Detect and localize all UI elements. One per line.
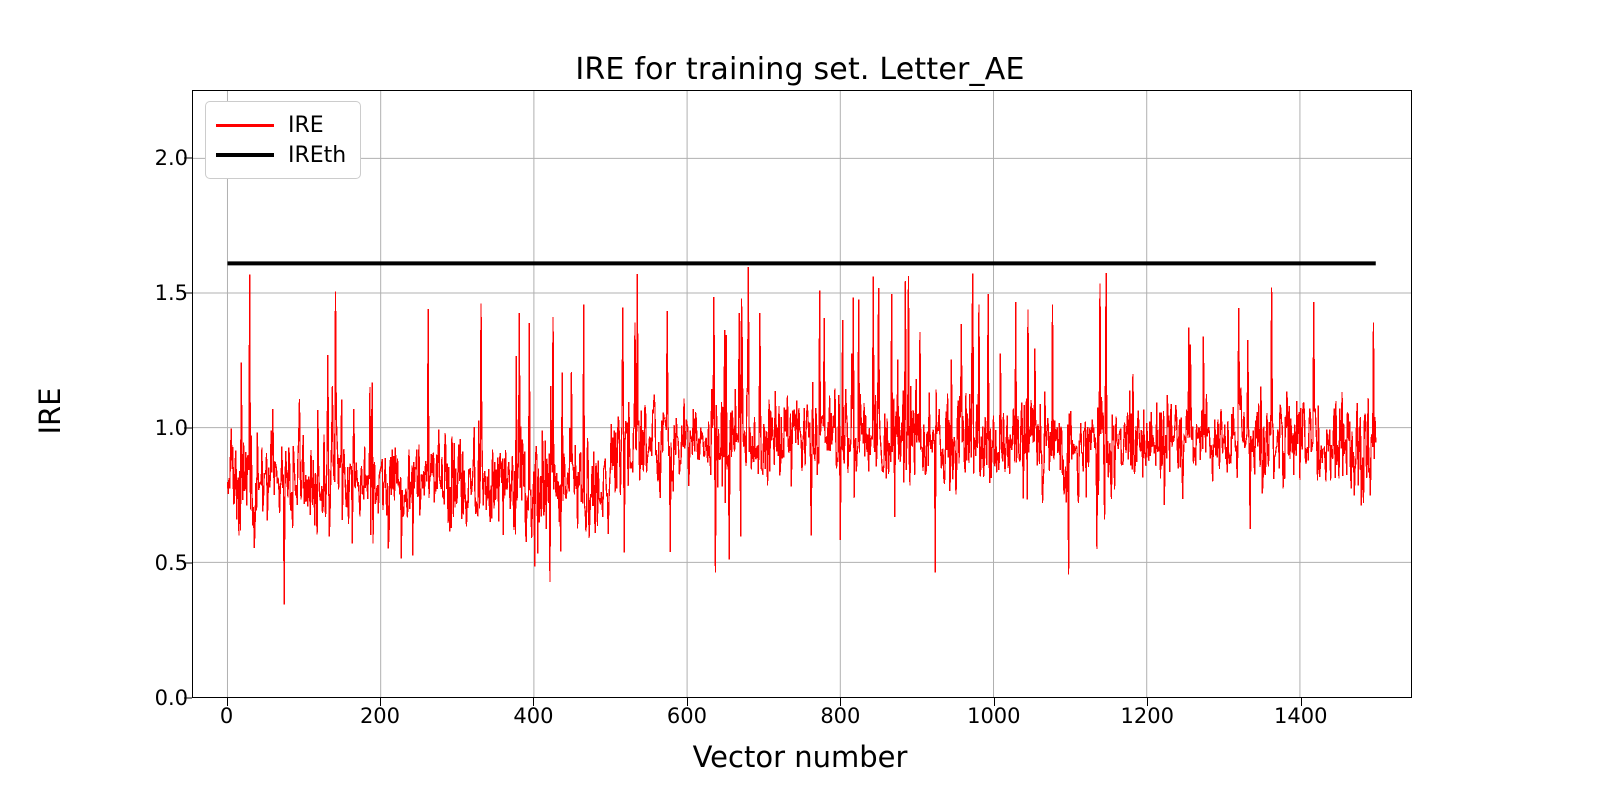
x-tick-label: 200	[359, 704, 401, 728]
x-tick-mark	[533, 698, 535, 706]
legend-swatch-ire	[216, 123, 274, 127]
legend-item-ire: IRE	[216, 110, 346, 140]
x-axis-label: Vector number	[692, 740, 908, 774]
ireth-threshold-line	[227, 261, 1376, 266]
y-tick-label: 0.5	[154, 550, 188, 575]
x-tick-label: 800	[820, 704, 861, 728]
x-tick-mark	[226, 698, 228, 706]
x-tick-mark	[1147, 698, 1149, 706]
y-axis-label: IRE	[33, 387, 67, 435]
y-tick-label: 0.0	[154, 686, 188, 710]
x-tick-label: 600	[666, 704, 707, 728]
y-tick-label: 2.0	[154, 145, 188, 170]
y-tick-mark	[184, 427, 192, 429]
plot-area	[192, 90, 1412, 698]
y-axis-label-container: IRE	[0, 0, 67, 800]
chart-legend: IRE IREth	[205, 101, 362, 179]
chart-title: IRE for training set. Letter_AE	[575, 52, 1025, 87]
legend-item-ireth: IREth	[216, 140, 346, 170]
y-tick-label: 1.5	[154, 280, 188, 305]
x-tick-label: 400	[513, 704, 554, 728]
ire-series-line	[226, 266, 1377, 605]
x-tick-label: 1200	[1120, 704, 1175, 728]
y-tick-mark	[184, 157, 192, 159]
y-tick-mark	[184, 562, 192, 564]
x-tick-mark	[993, 698, 995, 706]
legend-label-ireth: IREth	[288, 142, 347, 168]
grid-lines	[193, 91, 1411, 697]
legend-label-ire: IRE	[288, 112, 324, 138]
y-tick-mark	[184, 292, 192, 294]
x-tick-mark	[1300, 698, 1302, 706]
x-tick-mark	[686, 698, 688, 706]
y-tick-label: 1.0	[154, 415, 188, 440]
x-tick-mark	[379, 698, 381, 706]
x-tick-mark	[840, 698, 842, 706]
x-tick-label: 1400	[1274, 704, 1328, 728]
x-tick-label: 0	[219, 704, 234, 728]
y-tick-mark	[184, 697, 192, 699]
legend-swatch-ireth	[216, 153, 274, 157]
x-tick-label: 1000	[967, 704, 1021, 728]
